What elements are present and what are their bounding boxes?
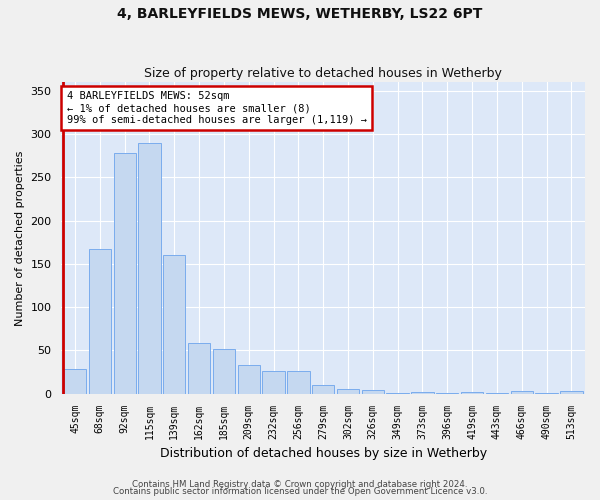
Bar bbox=[139, 142, 161, 394]
Bar bbox=[262, 371, 285, 394]
Bar bbox=[113, 153, 136, 394]
Bar bbox=[386, 393, 409, 394]
Bar bbox=[287, 371, 310, 394]
Bar bbox=[535, 393, 558, 394]
Bar bbox=[238, 365, 260, 394]
Bar bbox=[213, 348, 235, 394]
Bar bbox=[89, 249, 111, 394]
Bar bbox=[461, 392, 483, 394]
Y-axis label: Number of detached properties: Number of detached properties bbox=[15, 150, 25, 326]
Bar bbox=[560, 391, 583, 394]
Title: Size of property relative to detached houses in Wetherby: Size of property relative to detached ho… bbox=[144, 66, 502, 80]
Bar bbox=[362, 390, 384, 394]
Text: 4, BARLEYFIELDS MEWS, WETHERBY, LS22 6PT: 4, BARLEYFIELDS MEWS, WETHERBY, LS22 6PT bbox=[118, 8, 482, 22]
X-axis label: Distribution of detached houses by size in Wetherby: Distribution of detached houses by size … bbox=[160, 447, 487, 460]
Bar bbox=[312, 385, 334, 394]
Text: 4 BARLEYFIELDS MEWS: 52sqm
← 1% of detached houses are smaller (8)
99% of semi-d: 4 BARLEYFIELDS MEWS: 52sqm ← 1% of detac… bbox=[67, 92, 367, 124]
Bar bbox=[163, 255, 185, 394]
Bar bbox=[511, 391, 533, 394]
Text: Contains public sector information licensed under the Open Government Licence v3: Contains public sector information licen… bbox=[113, 488, 487, 496]
Text: Contains HM Land Registry data © Crown copyright and database right 2024.: Contains HM Land Registry data © Crown c… bbox=[132, 480, 468, 489]
Bar bbox=[486, 393, 508, 394]
Bar bbox=[411, 392, 434, 394]
Bar bbox=[188, 344, 210, 394]
Bar bbox=[436, 393, 458, 394]
Bar bbox=[337, 388, 359, 394]
Bar bbox=[64, 368, 86, 394]
